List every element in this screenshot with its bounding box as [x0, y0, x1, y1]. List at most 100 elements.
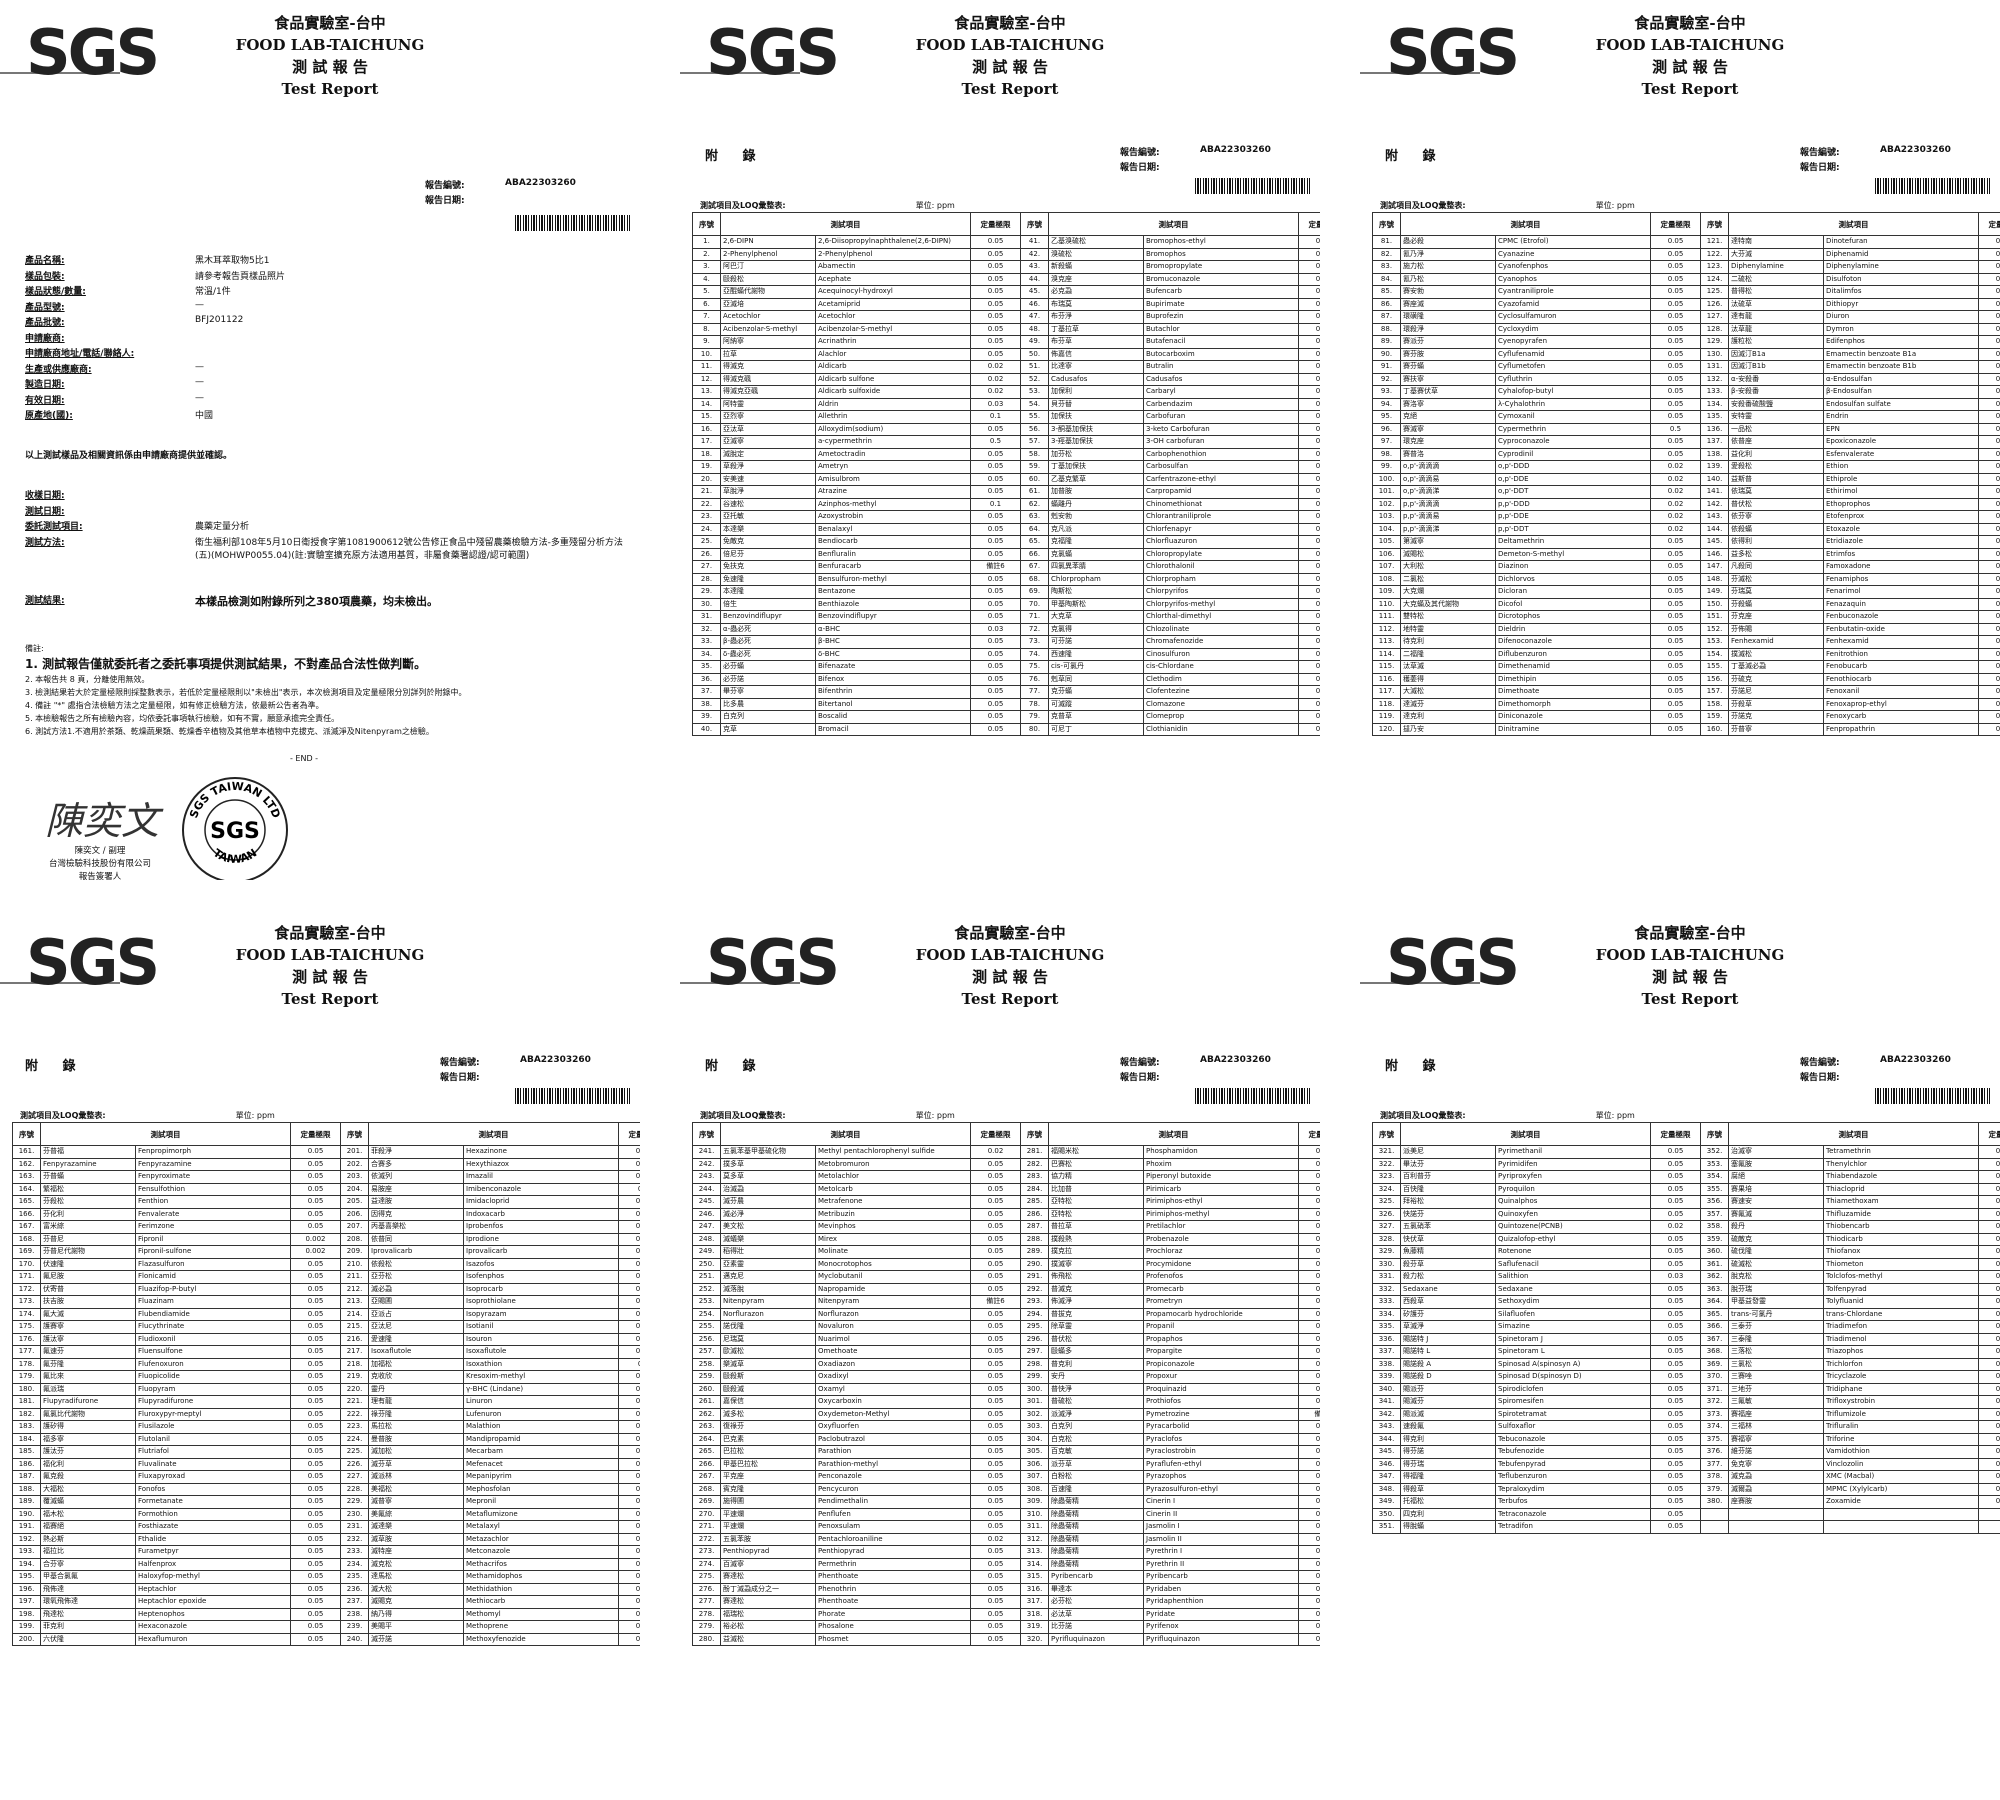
item-en: Endrin [1823, 410, 1979, 424]
loq-value: 0.01 [618, 1207, 640, 1221]
item-en: Pymetrozine [1143, 1407, 1299, 1421]
row-number: 117. [1372, 685, 1401, 699]
item-cn: 滅必淨 [720, 1207, 816, 1221]
item-cn: 得克利 [1400, 1432, 1496, 1446]
table-row: 111. 雙特松 Dicrotophos 0.05 151. 芬克座 Fenbuconazo… [1372, 610, 2000, 624]
item-cn: 因滅汀B1a [1728, 347, 1824, 361]
loq-value: 0.05 [970, 1495, 1021, 1509]
item-cn: 布瑞莫 [1048, 297, 1144, 311]
column-header: 定量極限 [970, 212, 1021, 236]
item-en: Metrafenone [815, 1195, 971, 1209]
item-en: Carbophenothion [1143, 447, 1299, 461]
table-row: 251. 邁克尼 Myclobutanil 0.05 291. 佈飛松 Profenofos… [692, 1270, 1320, 1284]
item-en: Nitenpyram [815, 1295, 971, 1309]
item-en: Fenpyrazamine [135, 1157, 291, 1171]
row-number: 12. [692, 372, 721, 386]
item-cn: 安丹 [1048, 1370, 1144, 1384]
item-cn: 普伏松 [1728, 497, 1824, 511]
row-number: 231. [340, 1520, 369, 1534]
item-cn: 氟派瑞 [40, 1382, 136, 1396]
loq-value: 0.05 [970, 685, 1021, 699]
item-cn: 新殺蟎 [1048, 260, 1144, 274]
loq-value: 0.05 [618, 1495, 640, 1509]
loq-value: 0.05 [1978, 722, 2000, 736]
logo-rule [0, 982, 120, 984]
item-cn: 普拉草 [1048, 1220, 1144, 1234]
loq-value: 0.05 [290, 1382, 341, 1396]
loq-value: 0.05 [1978, 360, 2000, 374]
row-number: 93. [1372, 385, 1401, 399]
row-number: 155. [1700, 660, 1729, 674]
table-row: 37.畢芬寧Bifenthrin0.0577.克芬蟎Clofentezine0.… [692, 685, 1320, 699]
loq-value: 0.05 [970, 335, 1021, 349]
report-en: Test Report [281, 80, 379, 98]
row-number: 192. [12, 1532, 41, 1546]
table-header: 序號測試項目定量極限序號測試項目定量極限 [1372, 1122, 2000, 1146]
report-en: Test Report [1641, 990, 1739, 1008]
row-number [1700, 1507, 1729, 1521]
table-row: 172. 伏寄普 Fluazifop-P-butyl 0.05 212. 滅必蝨 Isopr… [12, 1282, 640, 1296]
item-en: Fthalide [135, 1532, 291, 1546]
table-row: 23. 亞托敏 Azoxystrobin 0.05 63. 剋安勃 Chlorantrani… [692, 510, 1320, 524]
item-en: Propamocarb hydrochloride [1143, 1307, 1299, 1321]
row-number: 270. [692, 1507, 721, 1521]
item-cn: 靈丹 [368, 1382, 464, 1396]
item-en: Isopyrazam [463, 1307, 619, 1321]
loq-value: 0.05 [618, 1607, 640, 1621]
table-row: 93. 丁基賽伏草 Cyhalofop-butyl 0.05 133. β-安殺番 β-En… [1372, 385, 2000, 399]
item-cn: 得滅克亞碸 [720, 385, 816, 399]
row-number: 361. [1700, 1257, 1729, 1271]
row-number: 63. [1020, 510, 1049, 524]
item-en: Fipronil [135, 1232, 291, 1246]
loq-value: 0.05 [1650, 1470, 1701, 1484]
loq-value: 0.05 [1298, 672, 1320, 686]
loq-value: 0.05 [1298, 1545, 1320, 1559]
item-en: Lufenuron [463, 1407, 619, 1421]
item-cn: 免敵克 [720, 535, 816, 549]
row-number: 220. [340, 1382, 369, 1396]
item-en: Dimethoate [1495, 685, 1651, 699]
item-cn: p,p'-滴滴易 [1400, 510, 1496, 524]
report-cn: 測 試 報 告 [1652, 968, 1728, 986]
logo-text: SGS [1386, 926, 1520, 999]
report-date-label: 報告日期: [1120, 1073, 1160, 1083]
product-field-value: 中國 [195, 411, 214, 421]
row-number: 62. [1020, 497, 1049, 511]
item-cn: 待克利 [1400, 635, 1496, 649]
item-en: Parathion [815, 1445, 971, 1459]
loq-value: 0.05 [970, 310, 1021, 324]
item-en: Azinphos-methyl [815, 497, 971, 511]
row-number: 197. [12, 1595, 41, 1609]
row-number: 46. [1020, 297, 1049, 311]
loq-value: 0.05 [1298, 485, 1320, 499]
lab-en: FOOD LAB-TAICHUNG [915, 946, 1105, 964]
product-field-row: 製造日期: — [25, 377, 635, 393]
report-info: 報告編號: ABA22303260 報告日期: [1120, 145, 1271, 175]
item-cn: 汰草滅 [1400, 660, 1496, 674]
row-number: 312. [1020, 1532, 1049, 1546]
item-cn: Acibenzolar-S-methyl [720, 322, 816, 336]
item-en: Pyridaben [1143, 1582, 1299, 1596]
row-number: 215. [340, 1320, 369, 1334]
item-en: Penflufen [815, 1507, 971, 1521]
loq-value: 0.05 [290, 1470, 341, 1484]
row-number: 369. [1700, 1357, 1729, 1371]
column-header: 序號 [692, 1122, 721, 1146]
loq-value: 0.05 [1978, 322, 2000, 336]
item-en: Ethirimol [1823, 485, 1979, 499]
item-cn: Isoxaflutole [368, 1345, 464, 1359]
row-number: 236. [340, 1582, 369, 1596]
row-number: 118. [1372, 697, 1401, 711]
item-en: Trichlorfon [1823, 1357, 1979, 1371]
item-cn: 賜派芬 [1400, 1382, 1496, 1396]
table-row: 26. 倍尼芬 Benfluralin 0.05 66. 克氯蟎 Chloropropyla… [692, 547, 1320, 561]
loq-value: 0.05 [1978, 1320, 2000, 1334]
row-number: 4. [692, 272, 721, 286]
product-fields: 產品名稱: 黑木耳萃取物5比1 樣品包裝: 請參考報告頁樣品照片 樣品狀態/數量: 常溫/… [25, 253, 635, 424]
loq-value: 0.05 [970, 1182, 1021, 1196]
item-cn: 除草靈 [1048, 1320, 1144, 1334]
table-row: 265. 巴拉松 Parathion 0.05 305. 百克敏 Pyraclostrobi… [692, 1445, 1320, 1459]
item-en: Oxycarboxin [815, 1395, 971, 1409]
